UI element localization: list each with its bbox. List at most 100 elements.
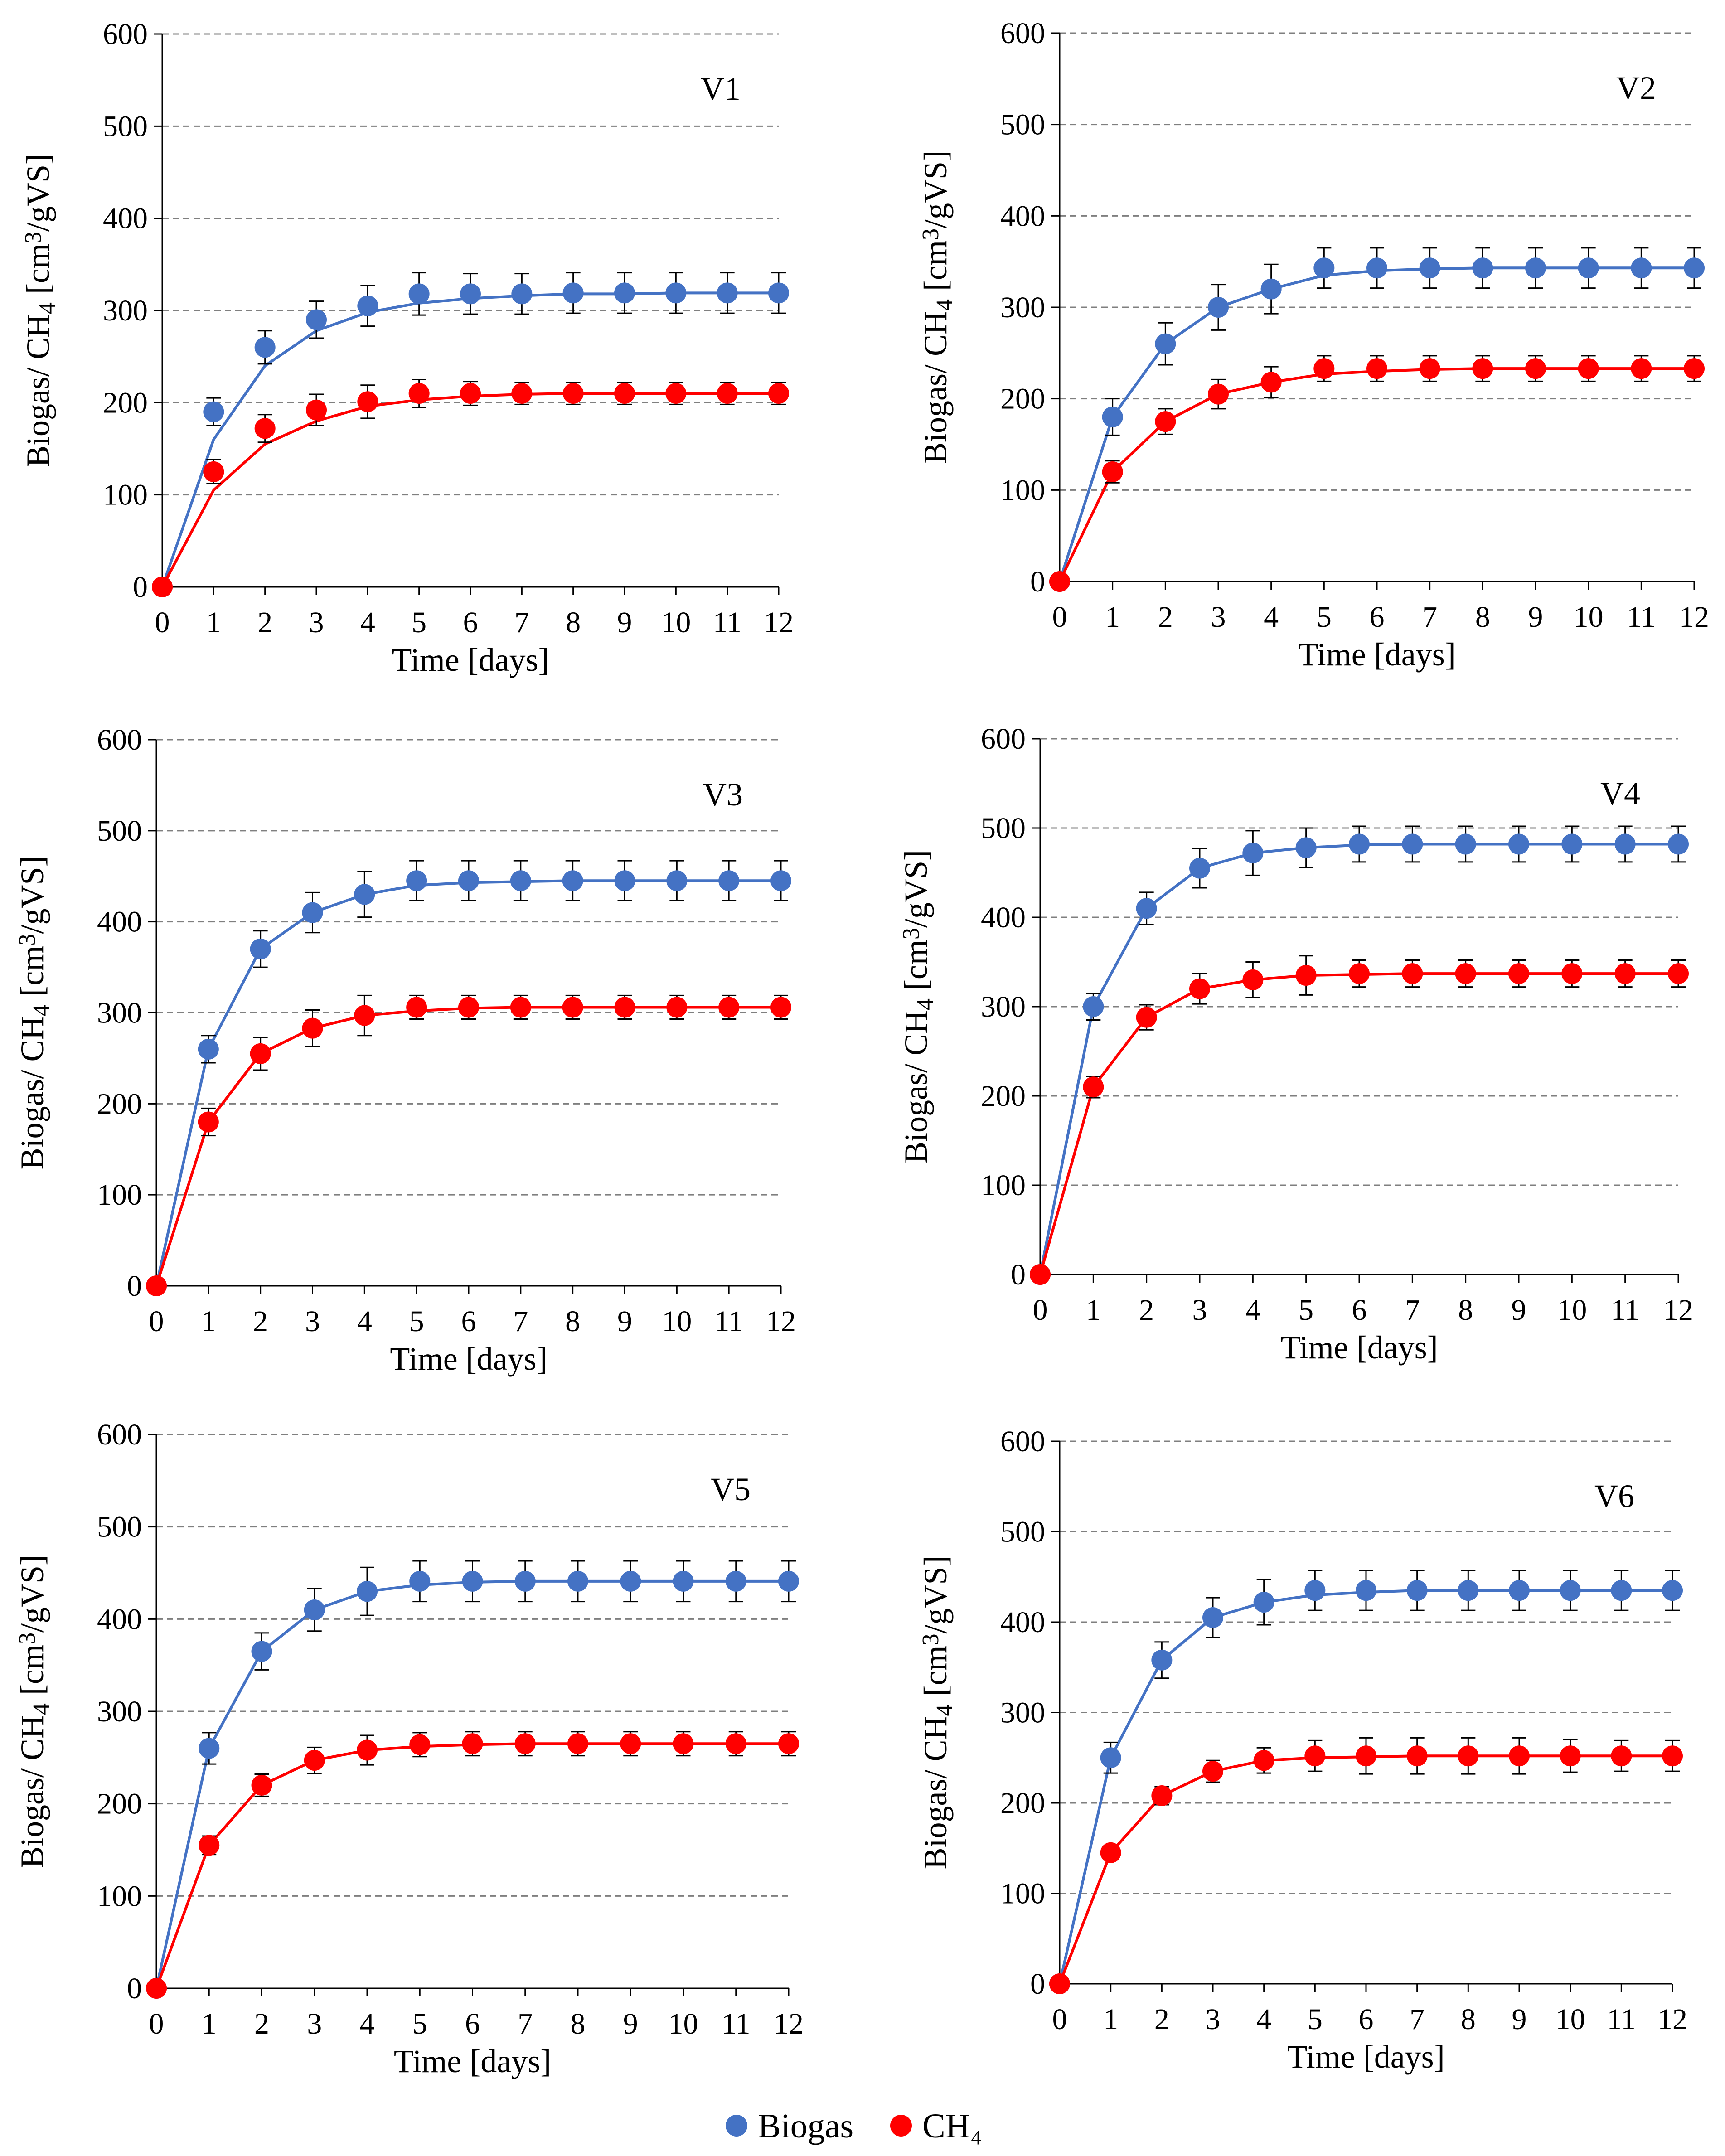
data-point-biogas xyxy=(511,283,533,305)
series-ch4 xyxy=(1049,355,1705,592)
y-tick-label: 200 xyxy=(97,1087,142,1120)
x-tick-label: 12 xyxy=(766,1305,796,1338)
data-point-ch4 xyxy=(146,1275,167,1296)
data-point-ch4 xyxy=(1242,969,1264,990)
data-point-ch4 xyxy=(614,997,635,1018)
data-point-ch4 xyxy=(1202,1761,1223,1782)
data-point-ch4 xyxy=(620,1733,641,1754)
data-point-biogas xyxy=(1631,257,1652,279)
y-tick-label: 400 xyxy=(1000,199,1045,233)
x-tick-label: 3 xyxy=(305,1305,320,1338)
y-tick-label: 300 xyxy=(1000,1696,1045,1730)
data-point-biogas xyxy=(1155,333,1176,354)
legend: Biogas CH₄ xyxy=(726,2107,982,2145)
data-point-ch4 xyxy=(1578,358,1599,379)
x-tick-label: 10 xyxy=(662,1305,692,1338)
x-tick-label: 7 xyxy=(518,2007,533,2040)
data-point-biogas xyxy=(614,282,635,304)
data-point-biogas xyxy=(1100,1747,1121,1768)
data-point-biogas xyxy=(1083,996,1104,1017)
x-tick-label: 0 xyxy=(1052,601,1067,634)
legend-marker-ch4 xyxy=(890,2115,912,2137)
y-tick-label: 200 xyxy=(1000,383,1045,416)
data-point-biogas xyxy=(562,870,583,891)
x-tick-label: 4 xyxy=(1256,2003,1271,2036)
data-point-ch4 xyxy=(1684,358,1705,379)
y-tick-label: 500 xyxy=(103,110,148,143)
x-tick-label: 1 xyxy=(201,1305,216,1338)
series-line-biogas xyxy=(155,879,781,1286)
y-tick-label: 100 xyxy=(1000,1877,1045,1910)
data-point-ch4 xyxy=(1189,978,1210,999)
data-point-ch4 xyxy=(1561,963,1583,984)
series-biogas xyxy=(1030,825,1689,1285)
y-tick-label: 600 xyxy=(97,723,142,756)
y-tick-label: 100 xyxy=(1000,474,1045,507)
data-point-biogas xyxy=(1304,1580,1326,1601)
x-tick-label: 8 xyxy=(1458,1294,1473,1327)
data-point-biogas xyxy=(673,1570,694,1592)
data-point-biogas xyxy=(1662,1580,1683,1601)
data-point-ch4 xyxy=(562,383,584,404)
x-tick-label: 3 xyxy=(1206,2003,1221,2036)
x-tick-label: 5 xyxy=(412,2007,427,2040)
data-point-biogas xyxy=(1313,257,1335,279)
data-point-biogas xyxy=(1525,257,1546,279)
x-tick-label: 7 xyxy=(514,606,529,639)
x-tick-label: 0 xyxy=(1052,2003,1067,2036)
data-point-biogas xyxy=(1242,843,1264,864)
x-tick-label: 0 xyxy=(155,606,170,639)
data-point-ch4 xyxy=(1100,1842,1121,1863)
x-tick-label: 1 xyxy=(1086,1294,1101,1327)
data-point-biogas xyxy=(768,282,789,304)
data-point-ch4 xyxy=(1631,358,1652,379)
data-point-ch4 xyxy=(1304,1745,1326,1767)
x-tick-label: 0 xyxy=(149,2007,164,2040)
data-point-biogas xyxy=(250,938,271,959)
x-tick-label: 6 xyxy=(1370,601,1385,634)
data-point-ch4 xyxy=(306,399,327,421)
data-point-biogas xyxy=(1684,257,1705,279)
data-point-ch4 xyxy=(1260,372,1282,393)
data-point-ch4 xyxy=(1151,1785,1173,1807)
y-tick-label: 200 xyxy=(97,1788,142,1821)
y-tick-label: 400 xyxy=(97,906,142,939)
data-point-ch4 xyxy=(199,1835,220,1856)
series-biogas xyxy=(146,860,791,1296)
y-tick-label: 300 xyxy=(103,294,148,327)
y-tick-label: 300 xyxy=(1000,291,1045,324)
x-tick-label: 5 xyxy=(412,606,426,639)
x-tick-label: 11 xyxy=(1607,2003,1636,2036)
data-point-ch4 xyxy=(666,997,688,1018)
y-tick-label: 500 xyxy=(981,812,1026,845)
y-tick-label: 400 xyxy=(103,202,148,235)
data-point-biogas xyxy=(1208,297,1229,318)
x-tick-label: 10 xyxy=(1557,1294,1587,1327)
data-point-ch4 xyxy=(1356,1745,1376,1767)
data-point-biogas xyxy=(1509,1580,1530,1601)
y-axis-label: Biogas/ CH4 [cm3/gVS] xyxy=(14,856,54,1170)
x-tick-label: 4 xyxy=(360,2007,375,2040)
data-point-ch4 xyxy=(1049,571,1070,592)
series-biogas xyxy=(146,1560,799,1999)
data-point-ch4 xyxy=(1136,1007,1157,1028)
data-point-ch4 xyxy=(1349,963,1370,984)
data-point-ch4 xyxy=(1611,1745,1632,1767)
data-point-ch4 xyxy=(1049,1973,1070,1994)
x-tick-label: 10 xyxy=(669,2007,698,2040)
data-point-biogas xyxy=(1349,833,1370,855)
series-ch4 xyxy=(146,994,791,1296)
data-point-ch4 xyxy=(1295,965,1317,986)
data-point-ch4 xyxy=(250,1043,271,1064)
x-tick-label: 7 xyxy=(1405,1294,1420,1327)
legend-marker-biogas xyxy=(726,2115,747,2137)
x-tick-label: 6 xyxy=(463,606,478,639)
y-tick-label: 0 xyxy=(1030,565,1045,598)
data-point-biogas xyxy=(1455,833,1476,855)
series-biogas xyxy=(152,272,789,597)
data-point-ch4 xyxy=(304,1749,325,1771)
data-point-biogas xyxy=(665,282,687,304)
data-point-biogas xyxy=(1668,833,1689,855)
